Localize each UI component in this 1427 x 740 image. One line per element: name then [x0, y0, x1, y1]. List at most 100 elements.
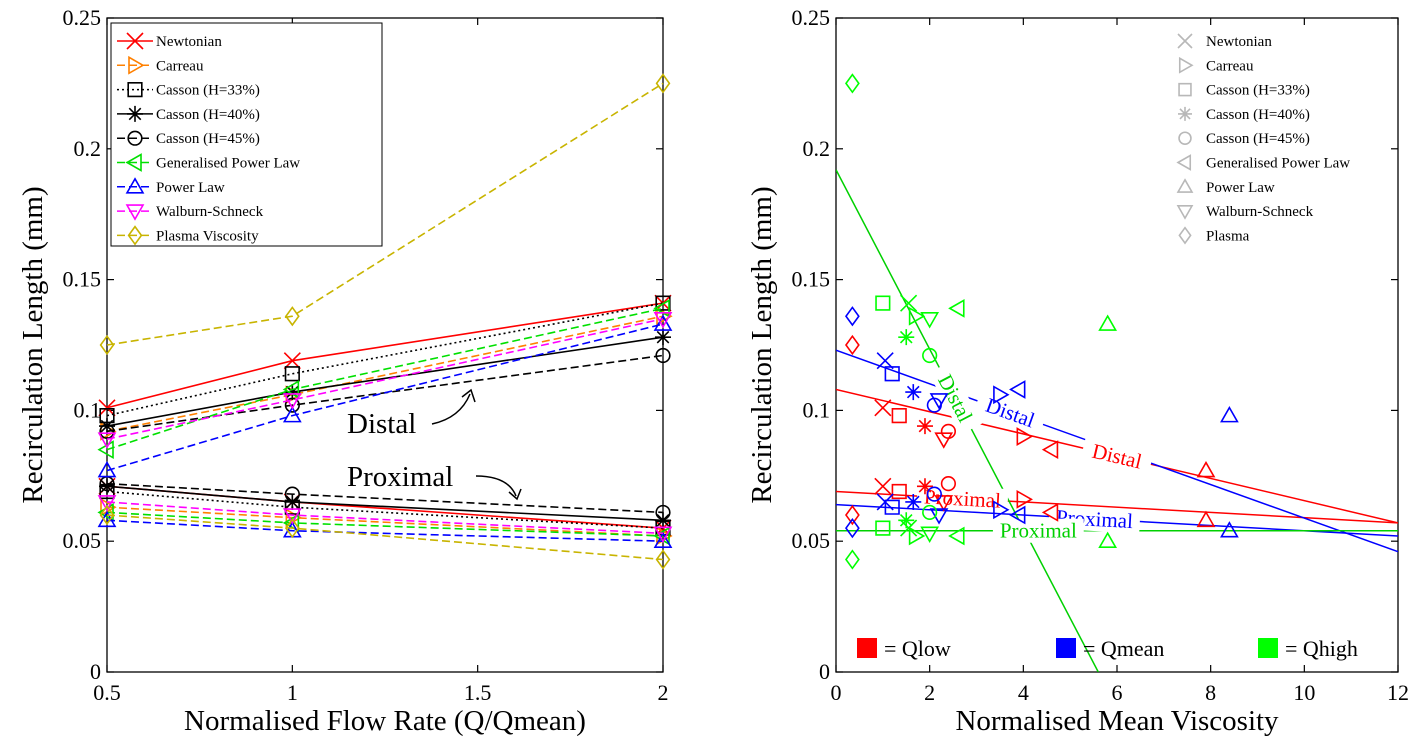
left-data-point	[100, 497, 117, 517]
left-data-point	[99, 408, 115, 424]
left-data-point	[98, 399, 116, 417]
right-data-point-distal	[948, 298, 965, 318]
right-data-point-proximal	[1220, 521, 1239, 538]
left-data-point	[653, 312, 673, 329]
right-data-point-distal	[884, 366, 900, 382]
right-data-point-proximal	[1196, 510, 1216, 528]
right-data-point-distal	[908, 306, 926, 326]
left-data-point	[284, 517, 300, 539]
left-data-point	[284, 397, 300, 413]
left-legend-marker	[128, 55, 145, 75]
right-x-tick-label: 0	[831, 680, 842, 705]
proximal-annotation: Proximal	[347, 461, 453, 493]
right-legend-label: Newtonian	[1206, 34, 1272, 50]
right-data-point-distal	[1196, 460, 1216, 478]
right-data-point-distal	[1041, 440, 1059, 460]
right-data-point-proximal	[993, 500, 1010, 520]
right-data-point-proximal	[874, 477, 892, 495]
left-series-line-distal	[106, 315, 664, 433]
right-legend-marker	[1176, 154, 1192, 171]
left-annotations: Distal Proximal	[347, 388, 522, 501]
right-data-point-distal	[934, 432, 954, 449]
right-legend-label: Power Law	[1206, 180, 1275, 196]
right-legend-marker	[1176, 205, 1194, 220]
right-data-point-proximal	[845, 517, 860, 539]
left-y-tick-label: 0.15	[63, 267, 102, 292]
left-data-point	[99, 504, 115, 526]
left-y-tick-label: 0.25	[63, 5, 102, 30]
proximal-arrowhead	[508, 488, 522, 501]
right-y-axis-title: Recirculation Length (mm)	[746, 186, 778, 503]
left-legend-marker	[125, 153, 142, 172]
right-x-tick-label: 12	[1387, 680, 1409, 705]
fit-line-label-bg	[1080, 436, 1154, 476]
left-data-point	[282, 393, 302, 410]
right-legend-label: Walburn-Schneck	[1206, 204, 1314, 220]
left-data-point	[284, 384, 301, 401]
right-data-point-proximal	[934, 495, 954, 512]
right-y-tick-label: 0.1	[803, 397, 831, 422]
left-legend-marker	[127, 225, 143, 246]
left-data-point	[284, 306, 300, 327]
right-legend-marker	[1178, 82, 1192, 97]
right-color-key: = Qlow = Qmean = Qhigh	[857, 636, 1358, 661]
left-data-point	[282, 508, 302, 525]
left-series-line-distal	[106, 302, 664, 417]
color-key-swatch	[1258, 638, 1278, 658]
right-y-tick-label: 0.25	[792, 5, 831, 30]
right-data-point-distal	[898, 329, 915, 346]
right-data-point-proximal	[905, 493, 922, 510]
right-legend-marker	[1177, 33, 1193, 49]
left-legend-label: Newtonian	[156, 34, 222, 50]
left-legend-marker	[127, 130, 143, 146]
left-legend: Newtonian Carreau Casson (H=33%) Casson (H=…	[110, 22, 383, 247]
left-legend-box	[110, 22, 383, 247]
color-key-label: = Qmean	[1083, 636, 1164, 661]
left-legend-label: Casson (H=45%)	[156, 131, 260, 147]
left-data-point	[99, 478, 115, 495]
left-legend-label: Walburn-Schneck	[156, 204, 264, 220]
left-x-axis-title: Normalised Flow Rate (Q/Qmean)	[184, 705, 586, 737]
right-x-tick-label: 2	[924, 680, 935, 705]
left-legend-marker	[127, 105, 143, 122]
right-data-point-distal	[940, 423, 957, 439]
right-y-tick-label: 0	[819, 659, 830, 684]
left-y-tick-label: 0.1	[74, 397, 102, 422]
right-data-point-proximal	[891, 483, 907, 500]
fit-line-label-bg	[916, 484, 1009, 514]
proximal-arrow	[475, 475, 517, 497]
left-data-point	[655, 347, 671, 364]
right-data-point-proximal	[1041, 503, 1059, 522]
left-data-point	[655, 329, 671, 346]
right-data-point-distal	[1098, 314, 1118, 331]
left-data-point	[283, 352, 301, 370]
right-plot-frame	[835, 17, 1399, 673]
right-legend: Newtonian Carreau Casson (H=33%) Casson (H=…	[1176, 33, 1350, 245]
right-data-point-distal	[845, 73, 860, 94]
right-data-point-proximal	[908, 526, 926, 546]
fit-line-label-bg	[973, 389, 1048, 436]
left-data-point	[655, 504, 671, 521]
left-data-point	[99, 423, 115, 439]
right-data-point-distal	[1220, 406, 1239, 423]
distal-annotation: Distal	[347, 408, 416, 440]
right-data-point-proximal	[1009, 505, 1026, 525]
left-legend-label: Carreau	[156, 58, 204, 74]
fit-line-label-bg	[928, 361, 983, 435]
right-x-tick-label: 6	[1112, 680, 1123, 705]
right-data-point-distal	[929, 393, 949, 410]
color-key-swatch	[857, 638, 877, 658]
left-legend-label: Plasma Viscosity	[156, 228, 259, 244]
right-legend-marker	[1176, 178, 1194, 193]
left-series-line-distal	[106, 354, 664, 433]
right-data-point-proximal	[948, 526, 965, 546]
right-data-point-distal	[916, 418, 933, 435]
right-data-point-proximal	[845, 504, 860, 526]
right-data-point-proximal	[1016, 489, 1033, 509]
color-key-swatch	[1056, 638, 1076, 658]
left-series-line-proximal	[106, 519, 664, 542]
fit-line-label: Distal	[1090, 439, 1145, 474]
right-data-point-proximal	[922, 504, 938, 521]
left-series-line-distal	[106, 307, 664, 451]
left-data-point	[282, 406, 302, 423]
